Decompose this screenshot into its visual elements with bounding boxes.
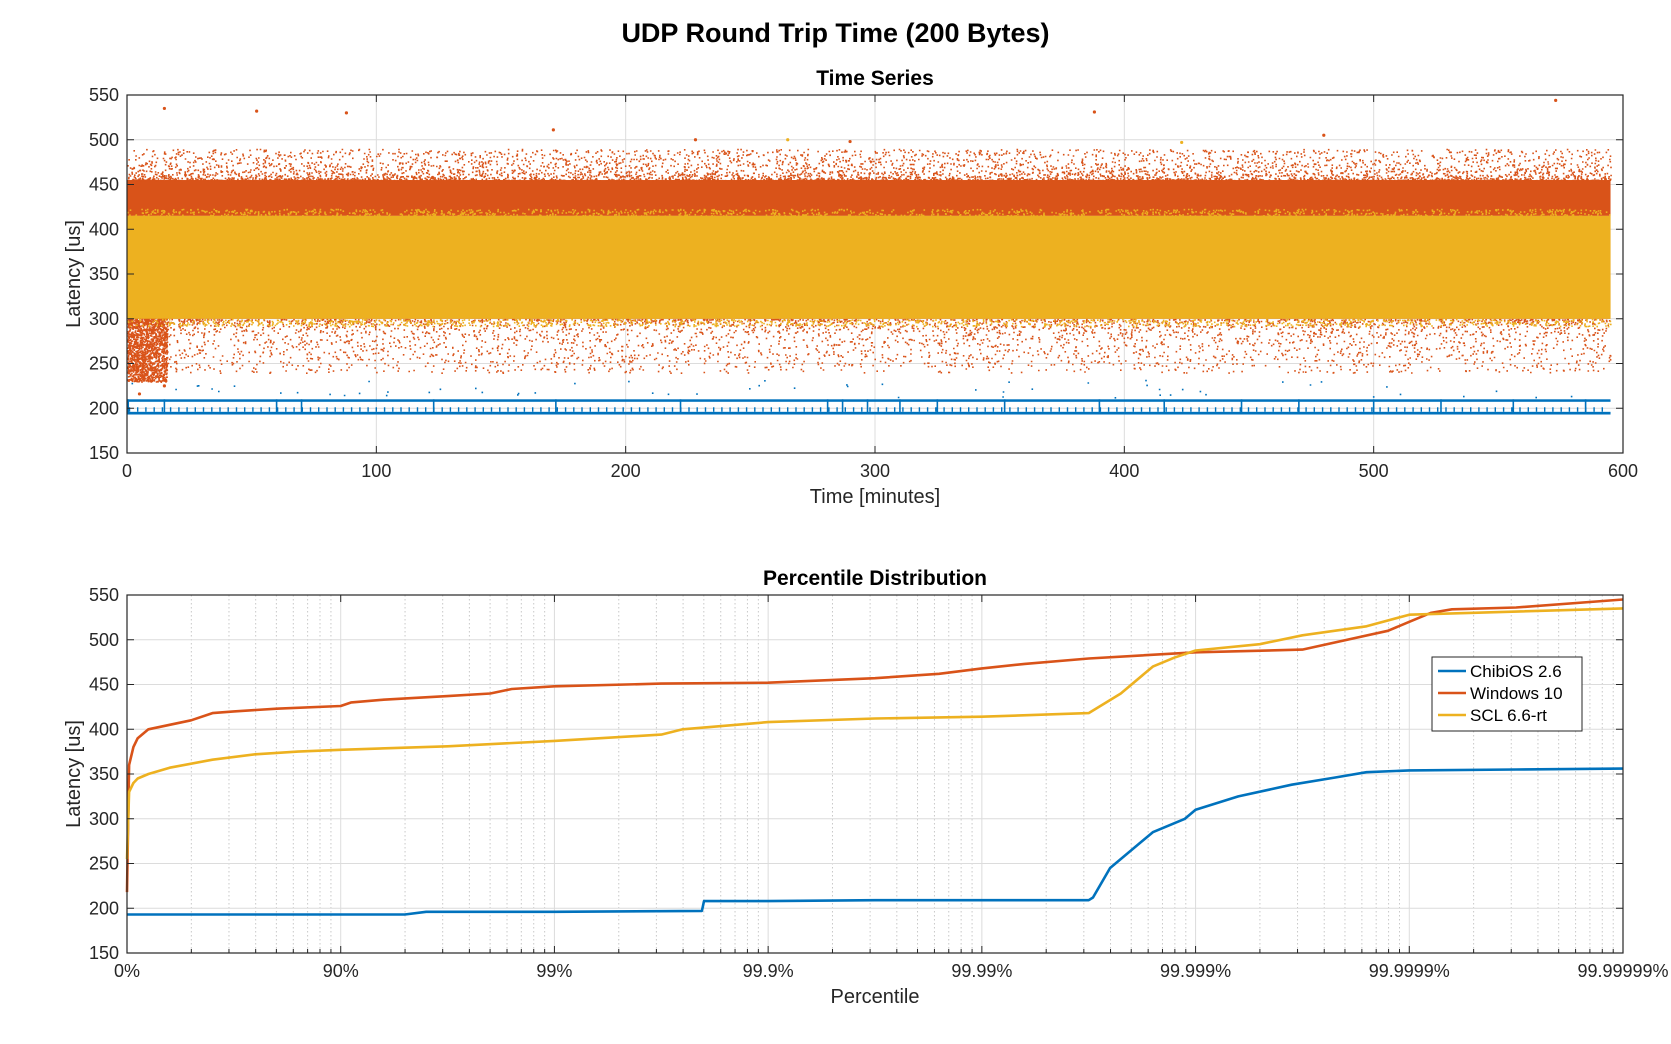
chibios-2-6-band bbox=[127, 411, 1611, 415]
percentile-y-tick-label: 200 bbox=[89, 898, 119, 918]
windows-10-outlier bbox=[162, 384, 166, 388]
line-chibios-2-6 bbox=[127, 767, 1624, 916]
series-scl-6-6-rt bbox=[127, 138, 1612, 328]
time-series-y-axis-label: Latency [us] bbox=[63, 220, 85, 328]
scl-6-6-rt-band bbox=[127, 215, 1611, 319]
time-series-x-tick-label: 400 bbox=[1109, 461, 1139, 481]
windows-10-outlier bbox=[255, 109, 259, 113]
chibios-2-6-band bbox=[127, 399, 1611, 402]
figure-title: UDP Round Trip Time (200 Bytes) bbox=[621, 18, 1050, 48]
legend-label-scl-6-6-rt: SCL 6.6-rt bbox=[1470, 706, 1547, 725]
percentile-x-tick-label: 99% bbox=[536, 961, 572, 981]
time-series-y-tick-label: 550 bbox=[89, 85, 119, 105]
windows-10-outlier bbox=[693, 138, 698, 142]
time-series-axis-decor: 0 100 200 300 400 500 600 150 200 250 300 350 400 450… bbox=[63, 67, 1638, 508]
percentile-y-tick-label: 450 bbox=[89, 675, 119, 695]
windows-10-outlier bbox=[137, 392, 142, 396]
windows-10-early-points bbox=[127, 300, 169, 383]
windows-10-outlier bbox=[1092, 110, 1097, 114]
time-series-y-tick-label: 150 bbox=[89, 443, 119, 463]
windows-10-outlier bbox=[1322, 133, 1326, 137]
scl-6-6-rt-outlier bbox=[1180, 140, 1184, 145]
percentile-x-tick-label: 99.9999% bbox=[1369, 961, 1450, 981]
time-series-x-tick-label: 0 bbox=[122, 461, 132, 481]
legend-label-windows-10: Windows 10 bbox=[1470, 684, 1563, 703]
percentile-x-tick-label: 90% bbox=[323, 961, 359, 981]
percentile-y-tick-label: 500 bbox=[89, 630, 119, 650]
time-series-x-tick-label: 300 bbox=[860, 461, 890, 481]
time-series-x-tick-label: 500 bbox=[1359, 461, 1389, 481]
percentile-y-tick-label: 400 bbox=[89, 719, 119, 739]
windows-10-outlier bbox=[162, 106, 166, 111]
legend: ChibiOS 2.6 Windows 10 SCL 6.6-rt bbox=[1431, 656, 1583, 732]
chibios-2-6-jitter bbox=[128, 407, 1603, 412]
time-series-y-tick-label: 200 bbox=[89, 398, 119, 418]
line-scl-6-6-rt bbox=[125, 607, 1624, 860]
percentile-x-axis-label: Percentile bbox=[831, 986, 920, 1008]
time-series-x-tick-label: 100 bbox=[361, 461, 391, 481]
line-windows-10 bbox=[125, 598, 1624, 893]
percentile-y-axis-label: Latency [us] bbox=[63, 720, 85, 828]
time-series-y-tick-label: 350 bbox=[89, 264, 119, 284]
percentile-title: Percentile Distribution bbox=[763, 567, 987, 590]
time-series-y-tick-label: 450 bbox=[89, 175, 119, 195]
percentile-x-tick-label: 99.9% bbox=[743, 961, 794, 981]
time-series-x-axis-label: Time [minutes] bbox=[810, 486, 940, 508]
time-series-x-tick-label: 200 bbox=[611, 461, 641, 481]
windows-10-outlier bbox=[551, 128, 555, 132]
percentile-x-tick-label: 99.99% bbox=[951, 961, 1012, 981]
percentile-y-tick-label: 350 bbox=[89, 764, 119, 784]
time-series-y-tick-label: 400 bbox=[89, 219, 119, 239]
time-series-y-tick-label: 250 bbox=[89, 354, 119, 374]
windows-10-outlier bbox=[1554, 98, 1558, 102]
percentile-x-tick-label: 99.999% bbox=[1160, 961, 1231, 981]
time-series-title: Time Series bbox=[816, 67, 934, 90]
windows-10-outlier bbox=[848, 139, 852, 144]
percentile-x-tick-label: 0% bbox=[114, 961, 140, 981]
percentile-y-tick-label: 550 bbox=[89, 585, 119, 605]
time-series-x-tick-label: 600 bbox=[1608, 461, 1638, 481]
percentile-axis-decor: 0% 90% 99% 99.9% 99.99% 99.999% 99.9999% 99.999… bbox=[63, 567, 1669, 1008]
time-series-y-tick-label: 300 bbox=[89, 309, 119, 329]
percentile-y-tick-label: 150 bbox=[89, 943, 119, 963]
series-chibios-2-6 bbox=[127, 379, 1611, 415]
scl-6-6-rt-outlier bbox=[786, 138, 790, 142]
percentile-y-tick-label: 300 bbox=[89, 809, 119, 829]
percentile-x-tick-label: 99.99999% bbox=[1577, 961, 1668, 981]
legend-label-chibios-2-6: ChibiOS 2.6 bbox=[1470, 662, 1562, 681]
time-series-y-tick-label: 500 bbox=[89, 130, 119, 150]
percentile-axes bbox=[126, 594, 1624, 954]
windows-10-outlier bbox=[344, 111, 349, 115]
percentile-y-tick-label: 250 bbox=[89, 854, 119, 874]
